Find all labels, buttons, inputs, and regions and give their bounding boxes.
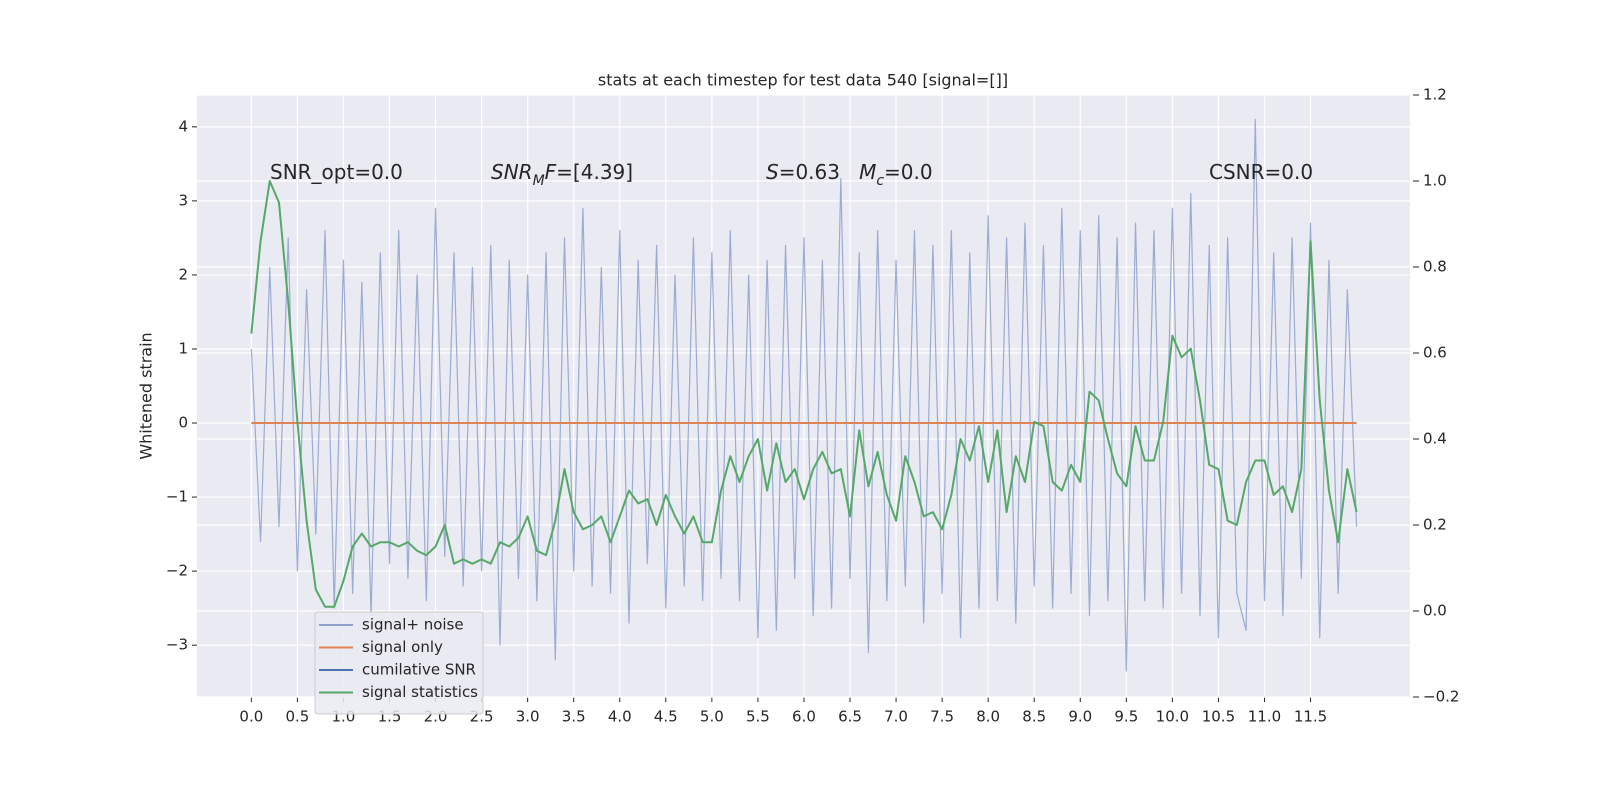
series-line bbox=[250, 180, 1358, 608]
y2-tick-label: −0.2 bbox=[1423, 688, 1459, 706]
annotation-part: =[4.39] bbox=[556, 160, 633, 184]
y2-tick-label: 0.6 bbox=[1423, 344, 1447, 362]
x-tick-label: 10.5 bbox=[1202, 708, 1235, 726]
x-tick-label: 10.0 bbox=[1156, 708, 1189, 726]
y-tick-label: 0 bbox=[178, 414, 188, 432]
annotation-part: S bbox=[766, 160, 779, 184]
y-tick-label: −1 bbox=[166, 488, 188, 506]
annotation-part: c bbox=[876, 173, 884, 189]
x-tick-label: 11.5 bbox=[1294, 708, 1327, 726]
legend-label: signal statistics bbox=[362, 683, 478, 701]
x-tick-label: 11.0 bbox=[1248, 708, 1281, 726]
x-tick-label: 5.5 bbox=[746, 708, 770, 726]
x-tick-label: 6.5 bbox=[838, 708, 862, 726]
annotation: SNRMF=[4.39] bbox=[491, 160, 633, 190]
x-tick-label: 9.0 bbox=[1068, 708, 1092, 726]
series-line bbox=[250, 118, 1358, 672]
y2-tick-label: 1.0 bbox=[1423, 172, 1447, 190]
legend-label: signal only bbox=[362, 638, 443, 656]
annotation-part: =0.0 bbox=[884, 160, 933, 184]
x-tick-label: 0.5 bbox=[285, 708, 309, 726]
y-tick-label: −3 bbox=[166, 636, 188, 654]
y-axis-label: Whitened strain bbox=[137, 332, 156, 459]
x-tick-label: 5.0 bbox=[700, 708, 724, 726]
annotation: SNR_opt=0.0 bbox=[270, 160, 403, 184]
annotation: CSNR=0.0 bbox=[1209, 160, 1313, 184]
x-tick-label: 0.0 bbox=[239, 708, 263, 726]
y2-tick-label: 0.2 bbox=[1423, 516, 1447, 534]
x-tick-label: 3.5 bbox=[562, 708, 586, 726]
legend-box bbox=[314, 611, 484, 715]
annotation-part: SNR bbox=[491, 160, 533, 184]
x-tick-label: 7.5 bbox=[930, 708, 954, 726]
x-tick-label: 4.5 bbox=[654, 708, 678, 726]
y2-tick-label: 0.4 bbox=[1423, 430, 1447, 448]
y2-tick-label: 0.8 bbox=[1423, 258, 1447, 276]
y2-tick-label: 1.2 bbox=[1423, 86, 1447, 104]
x-tick-label: 8.0 bbox=[976, 708, 1000, 726]
y-tick-label: 3 bbox=[178, 191, 188, 209]
y-tick-label: −2 bbox=[166, 562, 188, 580]
y-tick-label: 2 bbox=[178, 265, 188, 283]
annotation: S=0.63 Mc=0.0 bbox=[766, 160, 933, 190]
x-tick-label: 4.0 bbox=[608, 708, 632, 726]
annotation-part: M bbox=[859, 160, 876, 184]
x-tick-label: 7.0 bbox=[884, 708, 908, 726]
y-tick-label: 1 bbox=[178, 339, 188, 357]
y-tick-label: 4 bbox=[178, 117, 188, 135]
annotation-part: SNR_opt=0.0 bbox=[270, 160, 403, 184]
annotation-part: M bbox=[533, 173, 545, 189]
annotation-part: F bbox=[545, 160, 557, 184]
x-tick-label: 3.0 bbox=[516, 708, 540, 726]
x-tick-label: 8.5 bbox=[1022, 708, 1046, 726]
x-tick-label: 9.5 bbox=[1114, 708, 1138, 726]
y2-tick-label: 0.0 bbox=[1423, 602, 1447, 620]
annotation-part: CSNR=0.0 bbox=[1209, 160, 1313, 184]
legend-label: cumilative SNR bbox=[362, 661, 476, 679]
legend-label: signal+ noise bbox=[362, 616, 464, 634]
x-tick-label: 6.0 bbox=[792, 708, 816, 726]
annotation-part: =0.63 bbox=[779, 160, 859, 184]
chart-title: stats at each timestep for test data 540… bbox=[598, 71, 1008, 90]
